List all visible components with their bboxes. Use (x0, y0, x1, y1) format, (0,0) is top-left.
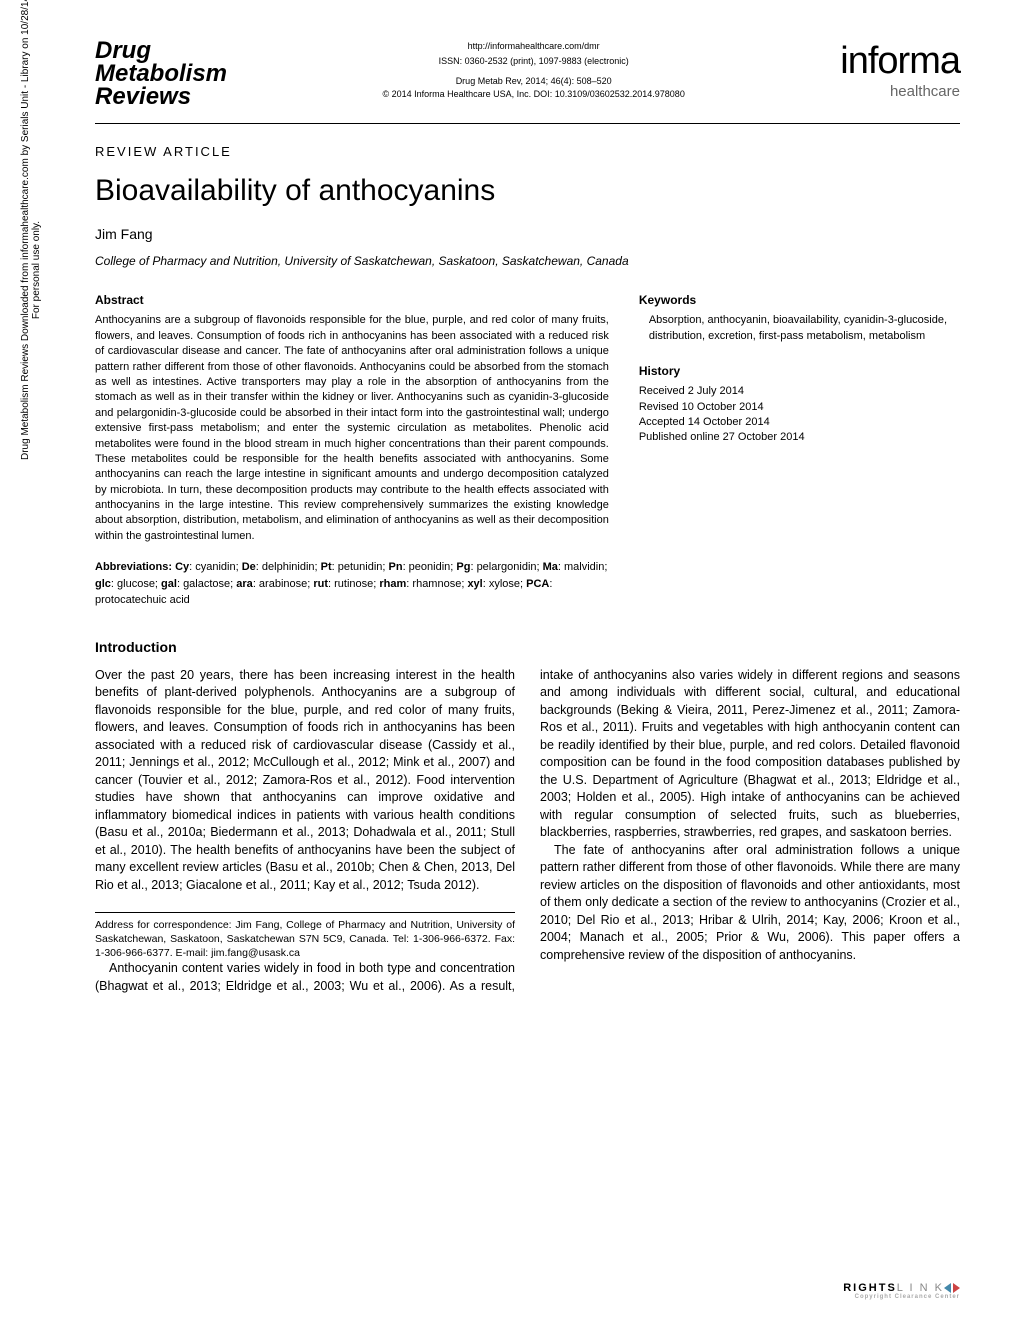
publisher-main: informa (840, 40, 960, 83)
intro-paragraph-1: Over the past 20 years, there has been i… (95, 667, 515, 895)
abstract-heading: Abstract (95, 293, 609, 307)
publisher-sub: healthcare (840, 83, 960, 100)
correspondence-divider (95, 912, 515, 913)
article-title: Bioavailability of anthocyanins (95, 174, 960, 208)
abbreviations-block: Abbreviations: Cy: cyanidin; De: delphin… (95, 559, 609, 609)
keywords-column: Keywords Absorption, anthocyanin, bioava… (639, 293, 960, 608)
watermark-line1: Drug Metabolism Reviews Downloaded from … (20, 0, 31, 460)
arrow-right-icon (953, 1283, 960, 1293)
page-header: Drug Metabolism Reviews http://informahe… (95, 40, 960, 108)
issn-line: ISSN: 0360-2532 (print), 1097-9883 (elec… (247, 55, 820, 68)
correspondence-block: Address for correspondence: Jim Fang, Co… (95, 919, 515, 960)
history-heading: History (639, 364, 960, 378)
rightslink-badge[interactable]: RIGHTSL I N K Copyright Clearance Center (843, 1282, 960, 1300)
introduction-heading: Introduction (95, 639, 960, 655)
abstract-text: Anthocyanins are a subgroup of flavonoid… (95, 313, 609, 544)
abstract-keywords-row: Abstract Anthocyanins are a subgroup of … (95, 293, 960, 608)
abstract-column: Abstract Anthocyanins are a subgroup of … (95, 293, 609, 608)
history-block: History Received 2 July 2014 Revised 10 … (639, 364, 960, 446)
copyright-line: © 2014 Informa Healthcare USA, Inc. DOI:… (247, 88, 820, 101)
keywords-text: Absorption, anthocyanin, bioavailability… (639, 313, 960, 344)
intro-paragraph-3: The fate of anthocyanins after oral admi… (540, 842, 960, 965)
arrow-left-icon (944, 1283, 951, 1293)
citation-line: Drug Metab Rev, 2014; 46(4): 508–520 (247, 75, 820, 88)
rightslink-main: RIGHTS (843, 1282, 897, 1294)
history-published: Published online 27 October 2014 (639, 430, 960, 445)
download-watermark: Drug Metabolism Reviews Downloaded from … (20, 80, 42, 460)
body-text-columns: Over the past 20 years, there has been i… (95, 667, 960, 995)
watermark-line2: For personal use only. (31, 80, 42, 460)
header-divider (95, 123, 960, 124)
journal-logo: Drug Metabolism Reviews (95, 40, 227, 108)
history-received: Received 2 July 2014 (639, 384, 960, 399)
journal-name-line3: Reviews (95, 86, 227, 109)
rightslink-link: L I N K (897, 1282, 944, 1294)
header-meta: http://informahealthcare.com/dmr ISSN: 0… (227, 40, 840, 100)
journal-url: http://informahealthcare.com/dmr (247, 40, 820, 53)
publisher-logo: informa healthcare (840, 40, 960, 100)
author-affiliation: College of Pharmacy and Nutrition, Unive… (95, 254, 960, 268)
article-type: REVIEW ARTICLE (95, 144, 960, 159)
history-accepted: Accepted 14 October 2014 (639, 415, 960, 430)
keywords-heading: Keywords (639, 293, 960, 307)
history-revised: Revised 10 October 2014 (639, 400, 960, 415)
author-name: Jim Fang (95, 226, 960, 242)
rightslink-sub: Copyright Clearance Center (843, 1294, 960, 1300)
